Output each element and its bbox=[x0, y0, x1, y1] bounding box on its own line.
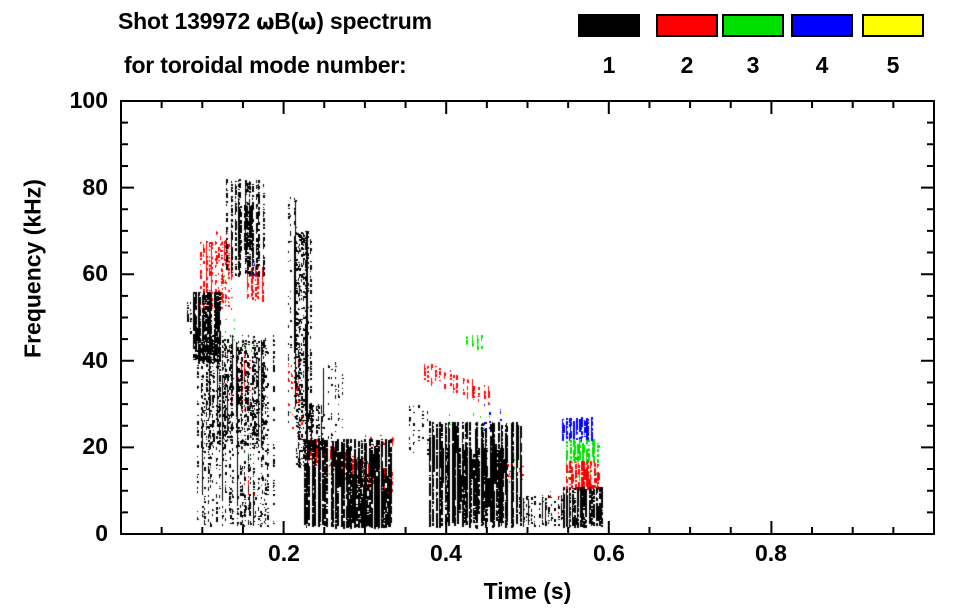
legend-label-5: 5 bbox=[886, 52, 900, 78]
legend-label-2: 2 bbox=[680, 52, 694, 78]
legend-swatch-1 bbox=[578, 14, 640, 37]
y-tick-label-40: 40 bbox=[82, 347, 108, 373]
omega-symbol-2: ω bbox=[298, 10, 317, 34]
spectrogram-plot-area[interactable] bbox=[121, 101, 934, 534]
legend-label-4: 4 bbox=[815, 52, 829, 78]
legend-swatch-4 bbox=[791, 14, 853, 37]
y-tick-label-20: 20 bbox=[82, 433, 108, 459]
x-tick-label-0.8: 0.8 bbox=[755, 540, 787, 566]
x-tick-label-0.6: 0.6 bbox=[593, 540, 625, 566]
legend-label-1: 1 bbox=[602, 52, 616, 78]
title-shot-text: Shot 139972 bbox=[118, 8, 257, 34]
legend-label-3: 3 bbox=[746, 52, 760, 78]
legend-swatch-3 bbox=[722, 14, 784, 37]
y-tick-label-60: 60 bbox=[82, 260, 108, 286]
legend-swatch-5 bbox=[862, 14, 924, 37]
y-tick-label-group: 100 80 60 40 20 0 bbox=[38, 0, 108, 615]
y-tick-label-0: 0 bbox=[95, 520, 108, 546]
y-tick-label-80: 80 bbox=[82, 174, 108, 200]
title-b-text: B( bbox=[274, 8, 299, 34]
x-tick-label-0.2: 0.2 bbox=[268, 540, 300, 566]
title-spectrum-text: ) spectrum bbox=[316, 8, 432, 34]
figure-title-line-2: for toroidal mode number: bbox=[124, 52, 407, 78]
x-axis-label: Time (s) bbox=[483, 578, 572, 604]
x-tick-label-0.4: 0.4 bbox=[430, 540, 462, 566]
omega-symbol-1: ω bbox=[256, 10, 275, 34]
y-tick-label-100: 100 bbox=[69, 87, 108, 113]
legend-swatch-2 bbox=[656, 14, 718, 37]
figure-title-line-1: Shot 139972 ωB(ω) spectrum bbox=[118, 8, 432, 35]
